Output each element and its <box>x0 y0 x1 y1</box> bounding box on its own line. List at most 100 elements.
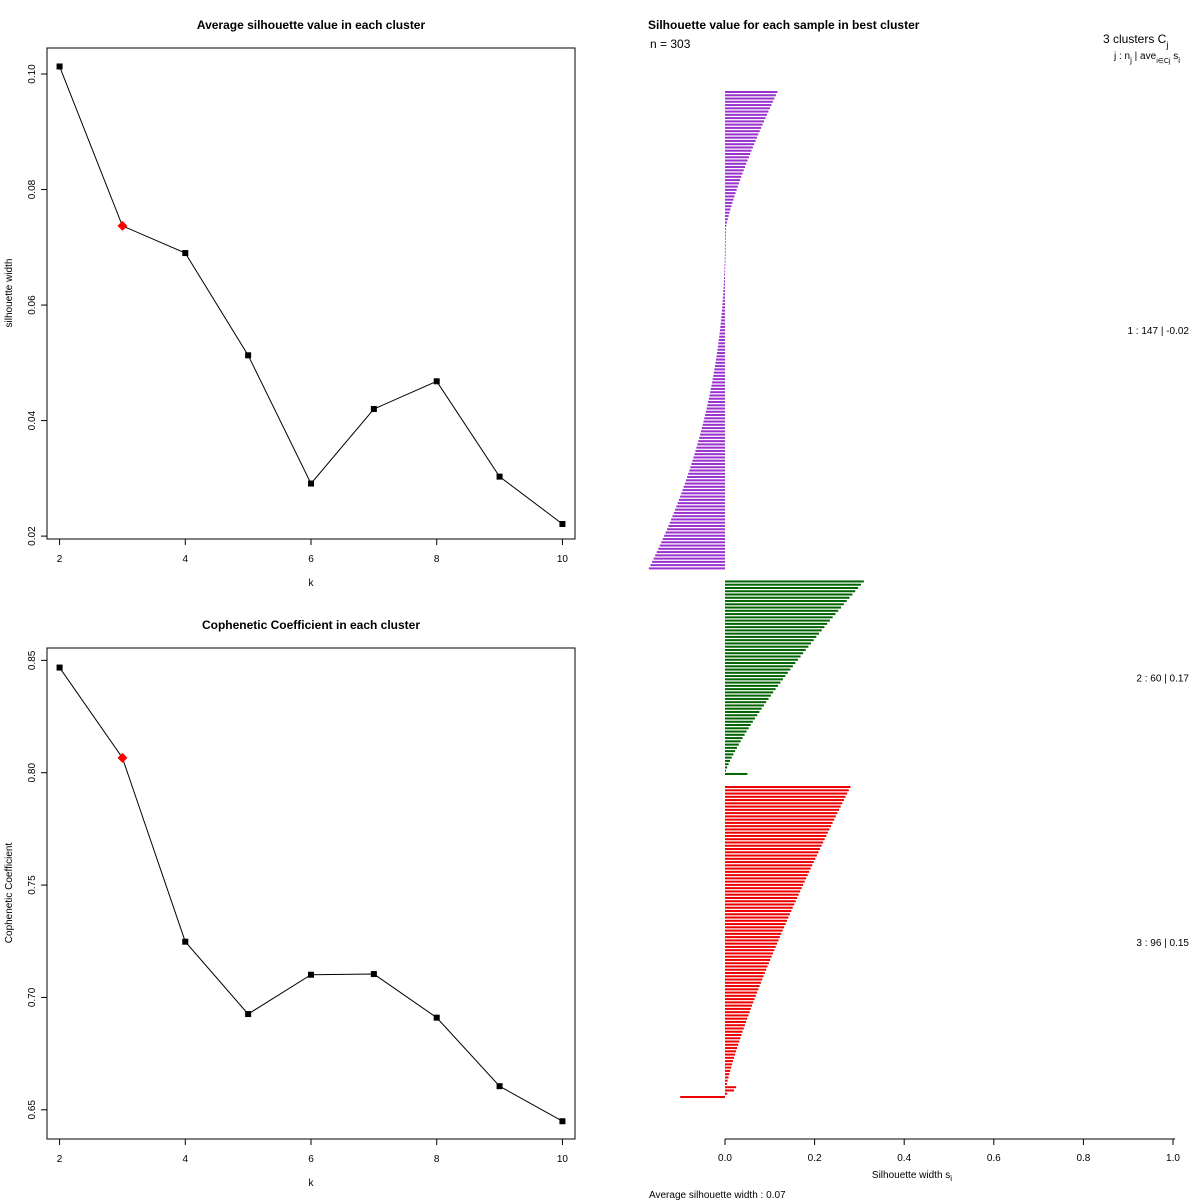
silhouette-bar <box>700 433 725 436</box>
silhouette-bar <box>725 609 839 612</box>
silhouette-bar <box>725 763 729 766</box>
silhouette-bar <box>724 244 726 247</box>
silhouette-bar <box>725 831 828 834</box>
silhouette-bar <box>725 211 730 214</box>
data-point <box>433 1014 440 1021</box>
silhouette-bar <box>724 237 726 240</box>
silhouette-bar <box>725 870 810 873</box>
silhouette-bar <box>724 241 726 244</box>
x-tick-label: 4 <box>183 554 189 565</box>
x-tick-label: 6 <box>308 554 314 565</box>
silhouette-bar <box>725 658 798 661</box>
silhouette-bar <box>723 290 725 293</box>
silhouette-bar <box>714 365 725 368</box>
silhouette-bar <box>717 345 725 348</box>
silhouette-bar <box>723 286 725 289</box>
y-tick-label: 0.04 <box>27 410 38 430</box>
silhouette-bar <box>725 923 786 926</box>
sample-count-label: n = 303 <box>650 37 691 51</box>
silhouette-bar <box>725 896 798 899</box>
silhouette-bar <box>725 968 767 971</box>
silhouette-bar <box>725 834 827 837</box>
legend-header-line2-main: j : n <box>1113 51 1130 62</box>
silhouette-bar <box>668 524 725 527</box>
silhouette-bar <box>725 218 728 221</box>
silhouette-bar <box>656 551 725 554</box>
silhouette-plot-frame <box>46 47 576 540</box>
silhouette-bar <box>669 521 725 524</box>
silhouette-bar <box>692 459 725 462</box>
y-tick-label: 0.80 <box>27 763 38 783</box>
silhouette-bar <box>725 691 774 694</box>
silhouette-bar <box>725 188 737 191</box>
data-point <box>182 938 189 945</box>
silhouette-bar <box>650 564 725 567</box>
silhouette-bar <box>720 322 725 325</box>
silhouette-bar <box>725 733 745 736</box>
silhouette-bar <box>708 397 725 400</box>
silhouette-bar <box>725 1004 753 1007</box>
silhouette-bar <box>725 919 787 922</box>
silhouette-bar <box>682 489 725 492</box>
silhouette-bar <box>725 694 771 697</box>
silhouette-bar <box>725 854 817 857</box>
silhouette-bar <box>725 838 825 841</box>
silhouette-bar <box>687 476 725 479</box>
silhouette-bar <box>694 453 725 456</box>
silhouette-bar <box>725 639 814 642</box>
y-tick-label: 0.08 <box>27 179 38 199</box>
y-tick-label: 0.75 <box>27 875 38 895</box>
silhouette-bar <box>725 812 838 815</box>
silhouette-bar <box>725 671 788 674</box>
silhouette-bar <box>725 759 731 762</box>
silhouette-bar <box>725 172 743 175</box>
silhouette-bar <box>725 1063 733 1066</box>
cophenetic-y-label: Cophenetic Coefficient <box>4 843 15 944</box>
silhouette-bar <box>725 117 766 120</box>
silhouette-bar <box>725 955 772 958</box>
silhouette-bar <box>724 267 726 270</box>
silhouette-bar <box>725 590 856 593</box>
silhouette-bar <box>723 280 725 283</box>
silhouette-bar <box>724 273 725 276</box>
legend-header-line2-rest: | ave <box>1132 51 1157 62</box>
silhouette-bar <box>725 626 825 629</box>
silhouette-bar <box>725 769 726 772</box>
silhouette-bar <box>716 355 725 358</box>
silhouette-bar <box>725 766 728 769</box>
silhouette-bar <box>725 756 732 759</box>
silhouette-bar <box>725 932 782 935</box>
silhouette-bar <box>673 511 725 514</box>
silhouette-bar <box>717 348 725 351</box>
silhouette-bar <box>725 214 729 217</box>
silhouette-bar <box>725 1092 728 1095</box>
silhouette-bar <box>725 900 796 903</box>
data-point <box>496 1083 503 1090</box>
cophenetic-y-ticks: 0.65 0.70 0.75 0.80 0.85 <box>27 650 47 1120</box>
silhouette-series <box>56 63 566 527</box>
silhouette-bar <box>722 299 725 302</box>
silhouette-bar <box>725 185 738 188</box>
silhouette-bar <box>719 335 725 338</box>
silhouette-bar <box>725 662 796 665</box>
silhouette-bar <box>725 926 785 929</box>
silhouette-bar <box>725 681 781 684</box>
silhouette-bar <box>664 534 725 537</box>
silhouette-bar <box>725 143 755 146</box>
silhouette-bar <box>716 358 725 361</box>
silhouette-bar <box>713 371 725 374</box>
legend-header-line1: 3 clusters Cj <box>1103 32 1168 50</box>
silhouette-bar <box>725 786 851 789</box>
silhouette-bar <box>725 205 732 208</box>
silhouette-bar <box>725 110 769 113</box>
silhouette-bar <box>713 374 725 377</box>
silhouette-bar <box>695 449 725 452</box>
silhouette-bar <box>725 936 780 939</box>
silhouette-bar <box>725 743 739 746</box>
silhouette-bar <box>725 603 844 606</box>
silhouette-bar <box>709 394 725 397</box>
silhouette-line-title: Average silhouette value in each cluster <box>197 18 426 32</box>
cluster-label: 2 : 60 | 0.17 <box>1136 674 1189 685</box>
silhouette-bar <box>725 648 806 651</box>
silhouette-bar <box>725 1017 748 1020</box>
